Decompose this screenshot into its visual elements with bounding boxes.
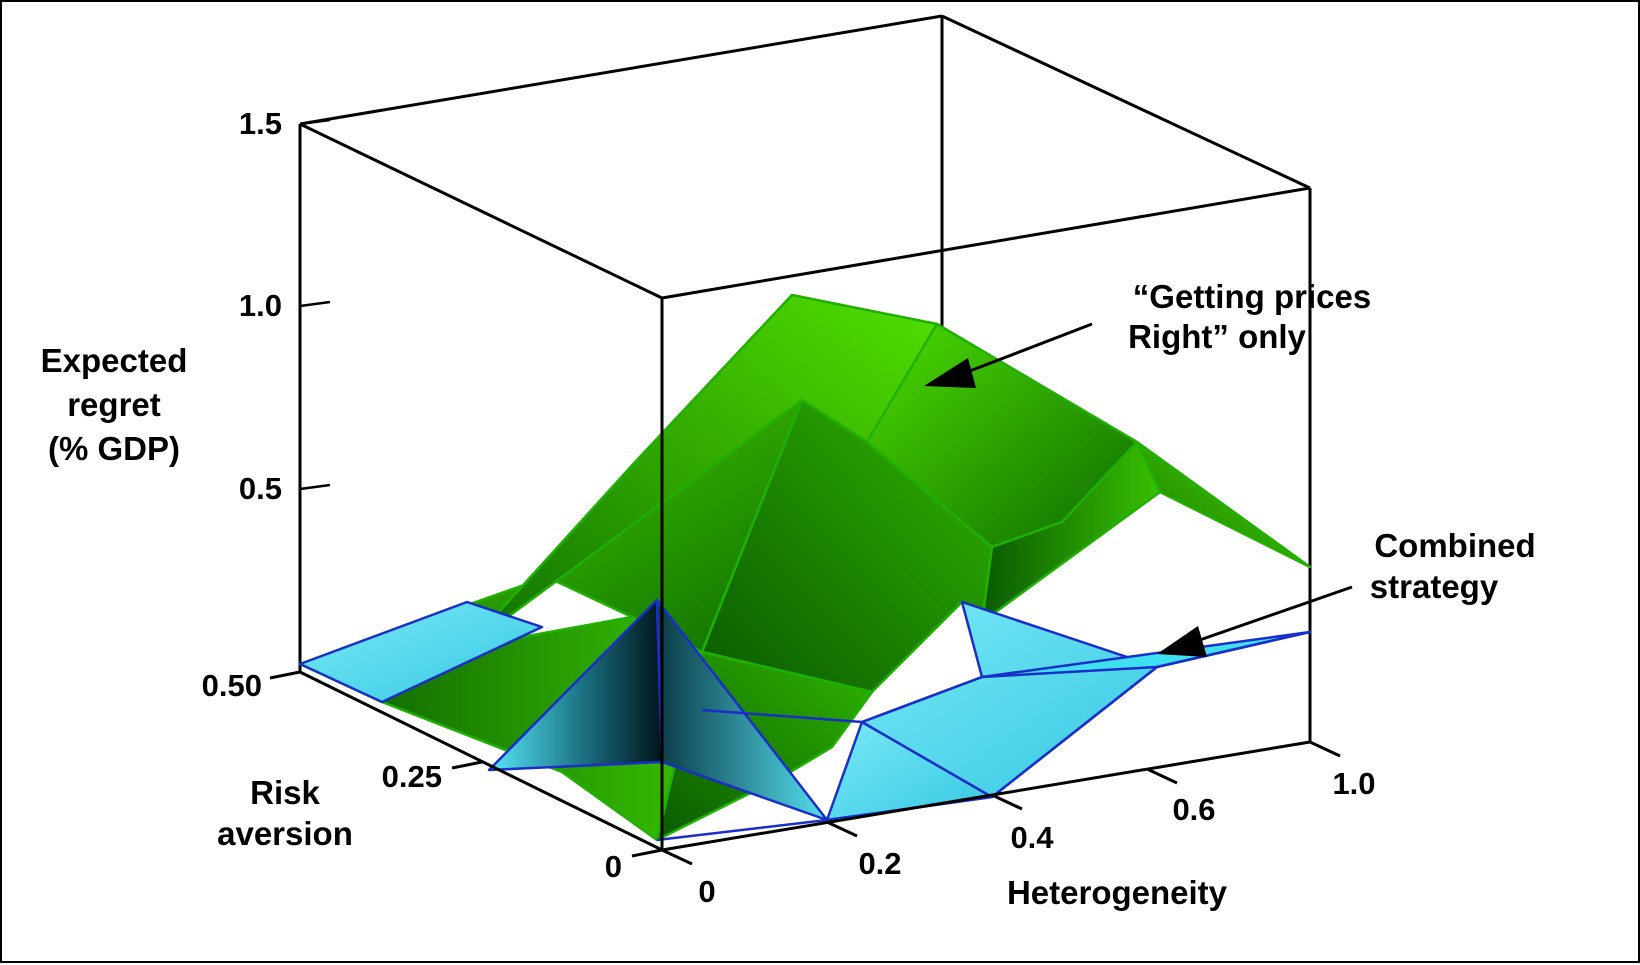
y-tick xyxy=(451,760,483,770)
x-tick xyxy=(991,793,1023,811)
surface-combined-strategy xyxy=(298,598,1312,842)
arrow-shaft xyxy=(961,322,1093,376)
surface-facet xyxy=(1135,440,1312,569)
box-edge xyxy=(941,14,1311,190)
z-tick xyxy=(299,118,331,126)
y-axis-title: Risk aversion xyxy=(217,774,353,852)
z-tick-label: 0.5 xyxy=(239,471,282,506)
z-axis-title-line: Expected xyxy=(41,342,188,379)
surface-getting-prices-right xyxy=(298,293,1312,842)
z-axis-title: Expected regret (% GDP) xyxy=(41,342,188,467)
x-tick-label: 0 xyxy=(698,874,715,909)
y-axis-title-line: aversion xyxy=(217,815,353,852)
annotation-getting-prices-right: “Getting prices Right” only xyxy=(1128,278,1371,355)
y-tick-label: 0.50 xyxy=(202,668,262,703)
annotation-line: Right” only xyxy=(1128,318,1306,355)
x-tick-label: 0.6 xyxy=(1172,792,1215,827)
annotation-line: Combined xyxy=(1374,527,1535,564)
y-tick-labels: 0.50 0.25 0 xyxy=(202,668,622,884)
z-axis xyxy=(299,118,331,491)
arrow-head xyxy=(1157,626,1207,657)
box-edge xyxy=(299,122,663,300)
axis-box-front xyxy=(269,298,1341,866)
annotation-arrows xyxy=(924,322,1353,657)
surface-edge xyxy=(701,675,983,724)
box-edge xyxy=(299,14,943,126)
surface-facet xyxy=(860,600,1159,799)
arrow-head xyxy=(924,358,976,388)
y-tick xyxy=(631,848,663,858)
z-tick-label: 1.5 xyxy=(239,106,282,141)
y-tick-label: 0.25 xyxy=(382,759,442,794)
x-tick xyxy=(661,848,693,866)
z-tick-labels: 1.5 1.0 0.5 xyxy=(239,106,282,506)
box-edge xyxy=(661,186,1311,300)
y-axis-title-line: Risk xyxy=(250,774,320,811)
annotation-combined-strategy: Combined strategy xyxy=(1370,527,1536,605)
y-tick-label: 0 xyxy=(605,849,622,884)
z-axis-title-line: regret xyxy=(67,386,161,423)
x-tick xyxy=(1309,740,1341,758)
surface-facet xyxy=(655,598,829,822)
x-tick-label: 1.0 xyxy=(1332,766,1375,801)
z-tick-label: 1.0 xyxy=(239,288,282,323)
annotation-line: strategy xyxy=(1370,568,1499,605)
x-tick xyxy=(1146,767,1178,785)
x-tick-label: 0.4 xyxy=(1010,820,1054,855)
x-axis-title: Heterogeneity xyxy=(1007,874,1228,911)
arrow-shaft xyxy=(1193,585,1353,644)
x-tick-label: 0.2 xyxy=(858,846,901,881)
z-tick xyxy=(299,300,331,308)
y-tick xyxy=(269,670,301,680)
x-tick xyxy=(826,820,858,838)
box-edge xyxy=(661,740,1311,852)
annotation-line: “Getting prices xyxy=(1133,278,1371,315)
x-tick-labels: 0 0.2 0.4 0.6 1.0 xyxy=(698,766,1375,909)
z-axis-title-line: (% GDP) xyxy=(48,430,180,467)
surface-edge xyxy=(656,630,1311,842)
surface-facet xyxy=(298,600,544,704)
z-tick xyxy=(299,483,331,491)
axis-box-back xyxy=(298,14,1312,742)
